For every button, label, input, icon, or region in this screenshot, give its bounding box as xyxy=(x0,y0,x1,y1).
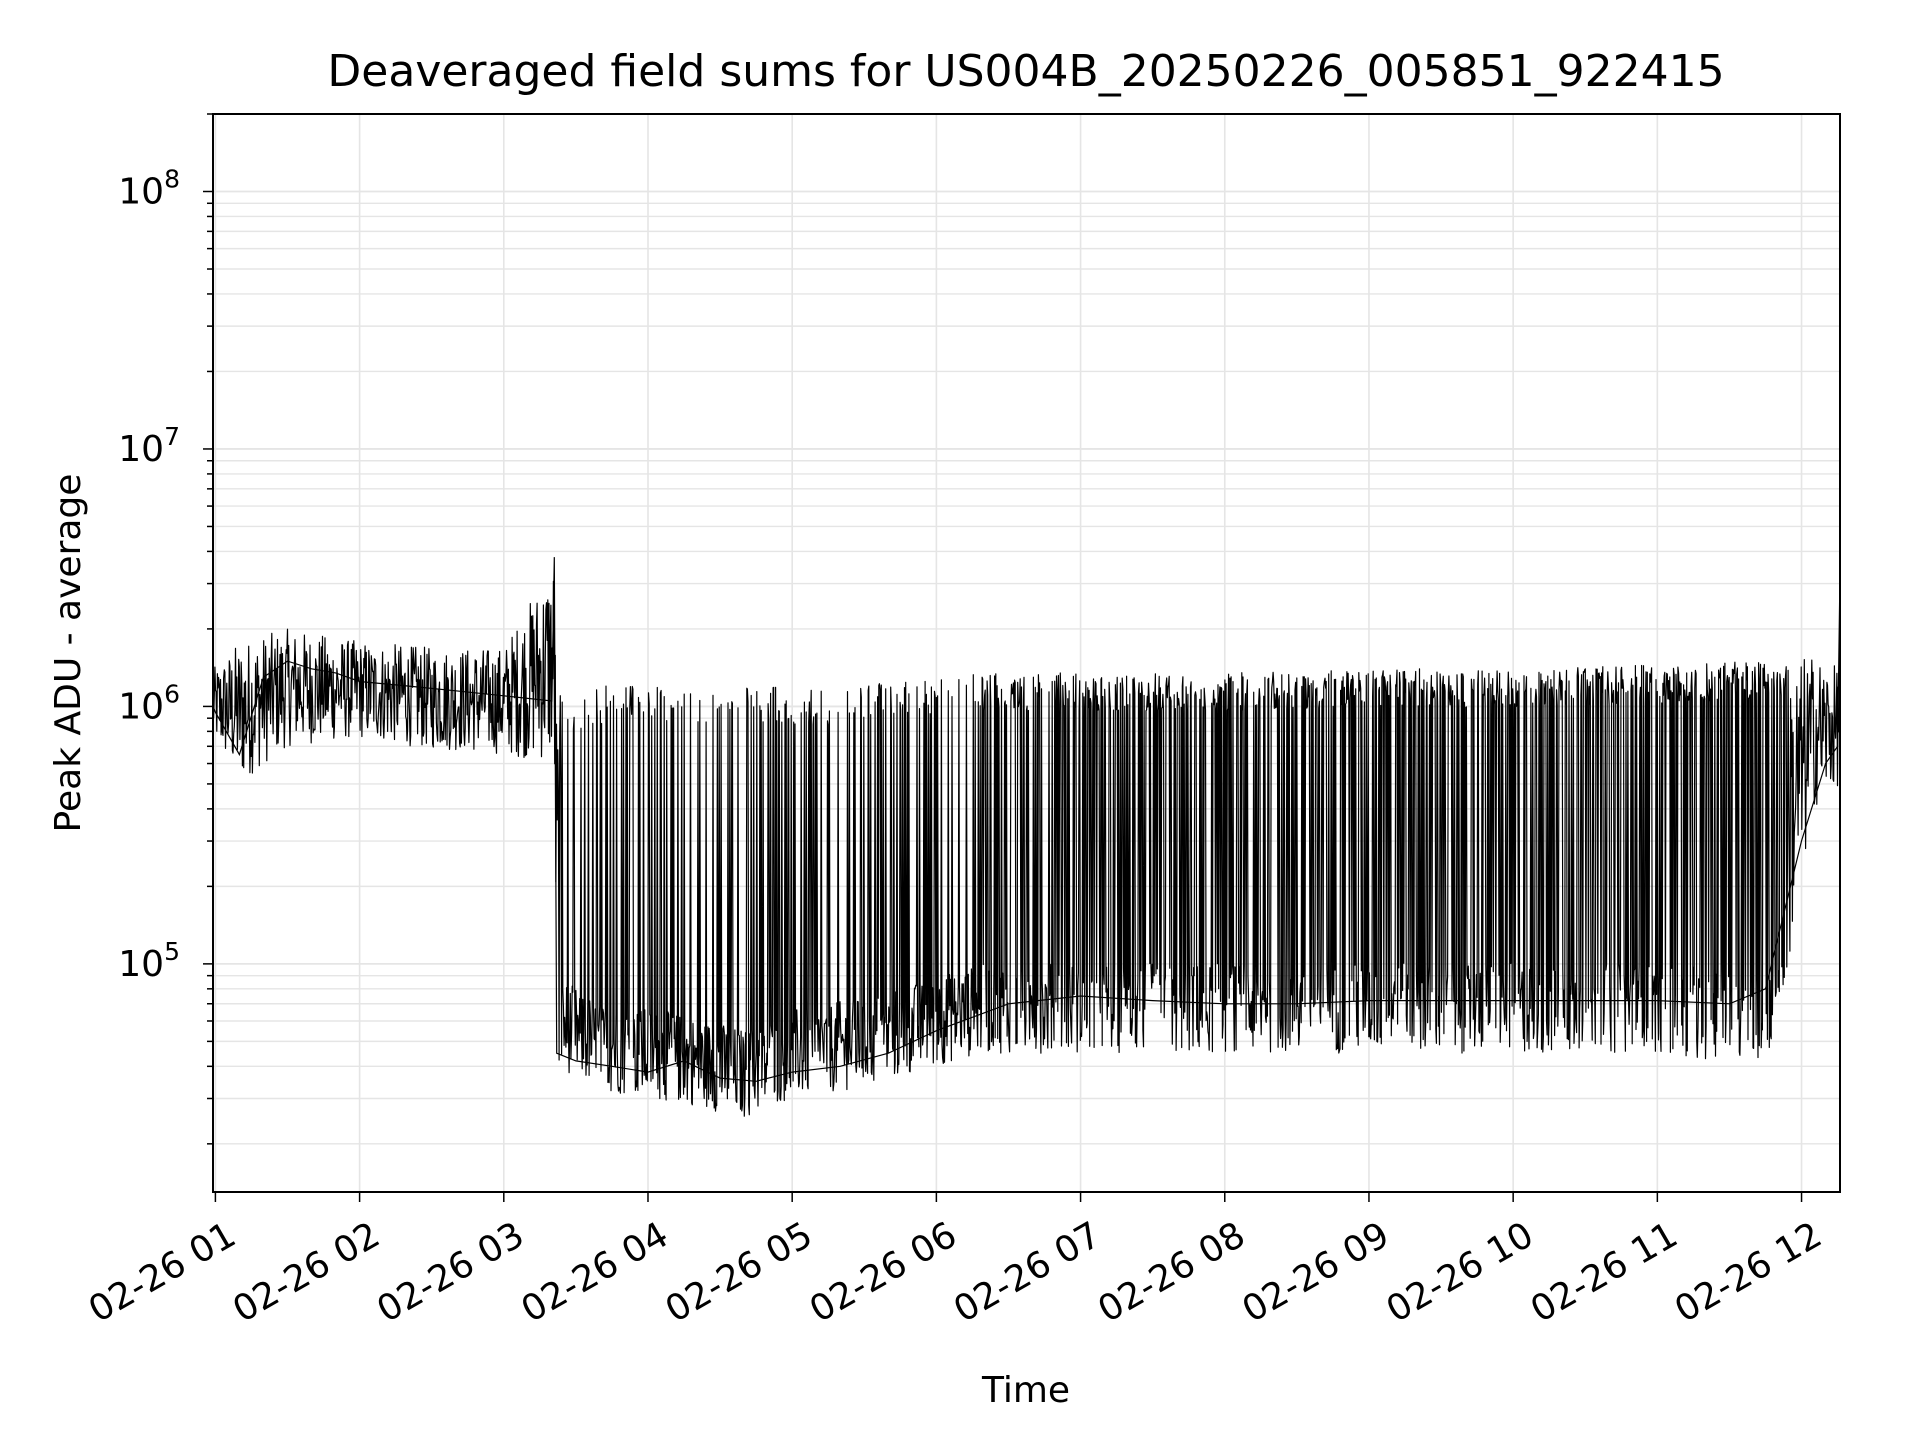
y-tick-label-exponent: 8 xyxy=(164,165,180,194)
plot-frame xyxy=(212,113,1841,1193)
y-axis-label: Peak ADU - average xyxy=(48,474,89,833)
y-tick-label-base: 10 xyxy=(118,429,164,470)
y-tick-label-base: 10 xyxy=(118,172,164,213)
y-tick-label: 105 xyxy=(118,937,180,985)
y-tick-label: 107 xyxy=(118,422,180,470)
y-tick-label: 108 xyxy=(118,165,180,213)
y-tick-label-base: 10 xyxy=(118,944,164,985)
y-tick-label-exponent: 5 xyxy=(164,937,180,966)
y-tick-label-exponent: 7 xyxy=(164,422,180,451)
x-axis-label: Time xyxy=(981,1370,1070,1411)
chart-title: Deaveraged field sums for US004B_2025022… xyxy=(327,46,1724,97)
y-tick-label-base: 10 xyxy=(118,686,164,727)
y-tick-label-exponent: 6 xyxy=(164,679,180,708)
data-layer xyxy=(212,557,1841,1117)
data-trace xyxy=(212,580,1841,1117)
y-tick-label: 106 xyxy=(118,679,180,727)
data-series-line xyxy=(212,557,1841,1082)
